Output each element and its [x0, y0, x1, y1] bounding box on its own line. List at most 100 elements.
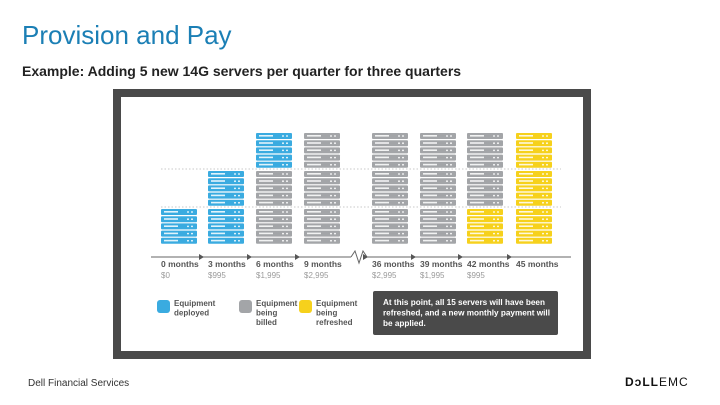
- server-unit-led: [542, 239, 544, 242]
- timeline-label: 36 months: [372, 259, 415, 269]
- server-unit-led: [282, 156, 284, 159]
- timeline-arrow: [295, 254, 300, 260]
- server-unit-refreshed: [516, 147, 552, 154]
- server-unit-led: [187, 211, 189, 213]
- server-unit-slot: [470, 232, 484, 235]
- timeline-arrow: [458, 254, 463, 260]
- server-unit-led: [450, 218, 452, 221]
- server-unit-deployed: [161, 216, 197, 223]
- server-unit-led: [398, 239, 400, 242]
- server-unit-led: [546, 194, 548, 197]
- server-unit-billed: [256, 237, 292, 244]
- server-unit-billed: [420, 209, 456, 215]
- server-unit-led: [286, 194, 288, 197]
- server-unit-deployed: [208, 230, 244, 237]
- server-unit-led: [286, 173, 288, 175]
- server-unit-slot: [307, 211, 321, 213]
- server-unit-led: [334, 187, 336, 190]
- server-unit-led: [330, 232, 332, 235]
- server-unit-billed: [467, 199, 503, 206]
- dell-emc-logo: DɔLLEMC: [625, 375, 689, 389]
- server-unit-refreshed: [516, 154, 552, 161]
- server-unit-slot: [259, 232, 273, 235]
- server-unit-led: [450, 211, 452, 213]
- server-unit-billed: [372, 178, 408, 185]
- callout-text-line: At this point, all 15 servers will have …: [383, 298, 545, 307]
- server-unit-slot: [211, 232, 225, 235]
- server-unit-slot: [375, 149, 389, 151]
- server-unit-slot: [259, 211, 273, 213]
- server-unit-led: [402, 142, 404, 145]
- legend-label-deployed: Equipment: [174, 299, 216, 308]
- server-unit-led: [497, 135, 499, 137]
- server-unit-slot: [423, 173, 437, 175]
- server-unit-deployed: [161, 209, 197, 215]
- server-unit-billed: [420, 223, 456, 230]
- server-unit-led: [546, 149, 548, 152]
- server-unit-led: [286, 218, 288, 221]
- server-unit-deployed: [256, 154, 292, 161]
- server-unit-billed: [372, 133, 408, 139]
- server-unit-led: [334, 239, 336, 242]
- server-unit-slot: [519, 211, 533, 213]
- server-unit-led: [238, 194, 240, 197]
- server-unit-led: [493, 163, 495, 166]
- server-unit-slot: [519, 194, 533, 197]
- server-unit-slot: [519, 218, 533, 220]
- server-unit-led: [238, 201, 240, 204]
- server-unit-led: [286, 239, 288, 242]
- timeline-amount: $995: [208, 271, 226, 280]
- server-unit-slot: [375, 156, 389, 159]
- server-unit-slot: [470, 156, 484, 159]
- server-unit-slot: [423, 239, 437, 242]
- server-unit-led: [334, 156, 336, 159]
- server-unit-slot: [470, 187, 484, 189]
- server-unit-led: [187, 232, 189, 235]
- server-unit-led: [402, 211, 404, 213]
- server-unit-led: [546, 173, 548, 175]
- server-unit-deployed: [256, 147, 292, 154]
- server-unit-deployed: [208, 209, 244, 215]
- server-unit-deployed: [208, 199, 244, 206]
- server-unit-led: [286, 225, 288, 228]
- server-unit-slot: [423, 142, 437, 144]
- server-unit-slot: [470, 149, 484, 151]
- callout-text-line: be applied.: [383, 319, 426, 328]
- server-unit-billed: [420, 216, 456, 223]
- server-unit-led: [238, 239, 240, 242]
- server-unit-billed: [304, 209, 340, 215]
- server-unit-led: [402, 173, 404, 175]
- server-unit-led: [546, 225, 548, 228]
- callout-text-line: refreshed, and a new monthly payment wil…: [383, 309, 550, 318]
- server-unit-led: [330, 142, 332, 145]
- server-unit-slot: [519, 187, 533, 189]
- server-unit-billed: [304, 185, 340, 192]
- server-unit-slot: [259, 239, 273, 242]
- server-unit-billed: [304, 223, 340, 230]
- server-unit-led: [282, 173, 284, 175]
- server-unit-led: [497, 173, 499, 175]
- server-unit-refreshed: [467, 223, 503, 230]
- server-unit-refreshed: [467, 230, 503, 237]
- timeline-arrow: [199, 254, 204, 260]
- server-unit-led: [334, 135, 336, 137]
- server-unit-billed: [304, 154, 340, 161]
- server-unit-led: [402, 218, 404, 221]
- server-unit-slot: [519, 149, 533, 151]
- server-unit-led: [402, 239, 404, 242]
- server-unit-led: [493, 225, 495, 228]
- server-unit-billed: [420, 133, 456, 139]
- server-unit-slot: [423, 225, 437, 227]
- server-unit-led: [542, 180, 544, 183]
- server-unit-led: [282, 142, 284, 145]
- server-unit-led: [398, 225, 400, 228]
- server-unit-led: [282, 180, 284, 183]
- server-unit-led: [334, 211, 336, 213]
- server-unit-led: [286, 211, 288, 213]
- server-unit-billed: [256, 199, 292, 206]
- server-unit-led: [446, 239, 448, 242]
- server-unit-led: [330, 211, 332, 213]
- timeline-arrow: [363, 254, 368, 260]
- timeline-label: 39 months: [420, 259, 463, 269]
- server-unit-led: [402, 135, 404, 137]
